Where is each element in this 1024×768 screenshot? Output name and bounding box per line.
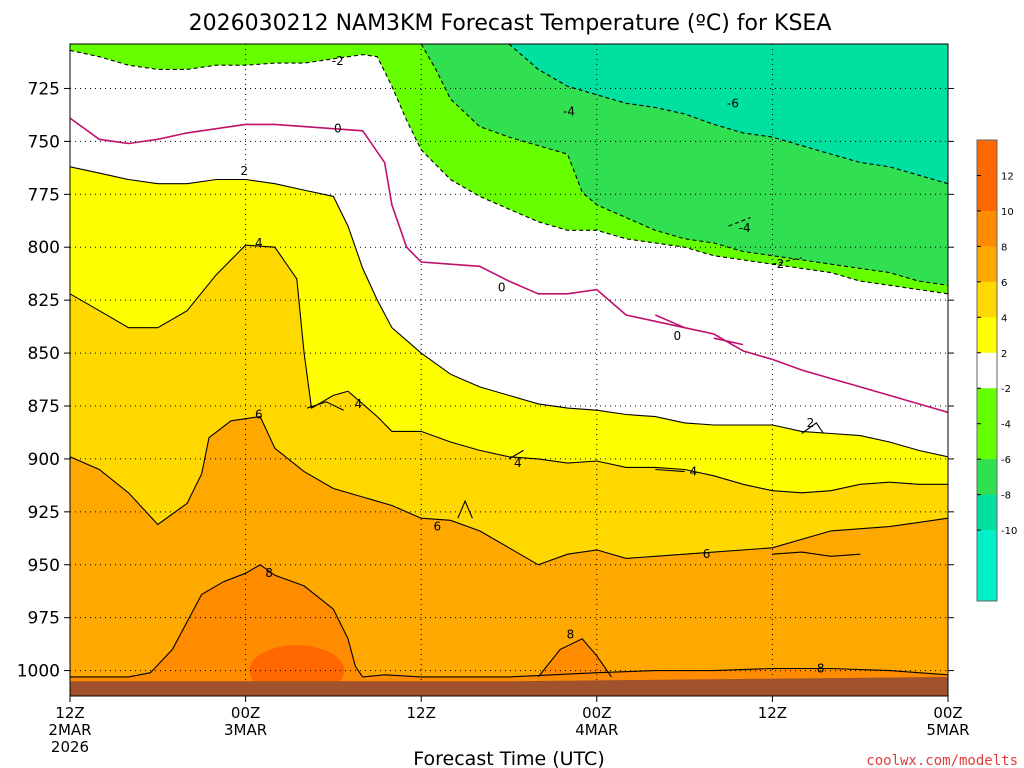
y-tick-label: 850 (28, 344, 60, 364)
contour-line-4-8 (508, 449, 524, 460)
contour-line-6-5 (772, 551, 861, 557)
colorbar-band (977, 175, 997, 212)
contour-line-8-0 (70, 564, 364, 678)
contour-label: 6 (433, 520, 441, 534)
contour-label: 6 (703, 547, 711, 561)
colorbar-label: -6 (1001, 455, 1011, 466)
contour-line-minus4-17 (420, 44, 948, 286)
band-minus8-to-minus6 (70, 44, 948, 184)
grid-layer (70, 44, 948, 696)
contour-label: -2 (772, 257, 784, 271)
colorbar-band (977, 317, 997, 354)
contour-line-4-9 (655, 468, 685, 473)
y-tick-label: 925 (28, 503, 60, 523)
contour-label: 8 (567, 628, 575, 642)
colorbar-label: 2 (1001, 349, 1007, 360)
colorbar-band (977, 140, 997, 176)
y-tick-label: 875 (28, 397, 60, 417)
plot-frame (69, 43, 949, 697)
contour-line-8-1 (362, 667, 948, 678)
contour-label: -2 (332, 54, 344, 68)
colorbar-label: -10 (1001, 526, 1017, 537)
contour-label: 4 (354, 397, 362, 411)
contour-label: -4 (739, 221, 751, 235)
colorbar-label: -2 (1001, 384, 1011, 395)
contour-label: 8 (265, 566, 273, 580)
colorbar-label: 10 (1001, 207, 1014, 218)
colorbar-band (977, 423, 997, 460)
chart-title: 2026030212 NAM3KM Forecast Temperature (… (189, 11, 832, 36)
x-tick-label: 12Z (407, 704, 436, 722)
colorbar-label: 12 (1001, 171, 1014, 182)
contour-line-minus4-18 (728, 217, 751, 227)
x-axis: 12Z 2MAR 2026 00Z 3MAR 12Z 00Z 4MAR 12Z 00Z 5MAR (48, 696, 970, 756)
y-tick-label: 750 (28, 132, 60, 152)
colorbar-band (977, 388, 997, 425)
colorbar-band (977, 281, 997, 318)
contour-line-0-12 (70, 117, 948, 414)
colorbar-label: 8 (1001, 242, 1007, 253)
y-tick-label: 800 (28, 238, 60, 258)
colorbar-label: 4 (1001, 313, 1007, 324)
ground-surface (70, 676, 948, 696)
contour-line-4-7 (306, 401, 344, 411)
contour-label: 6 (255, 407, 263, 421)
contour-line-4-6 (70, 244, 948, 494)
contour-label: 0 (498, 280, 506, 294)
y-tick-label: 900 (28, 450, 60, 470)
y-tick-label: 950 (28, 556, 60, 576)
ground-layer (70, 676, 948, 696)
y-tick-label: 1000 (17, 662, 60, 682)
x-tick-label: 00Z 4MAR (575, 704, 618, 739)
credit-link[interactable]: coolwx.com/modelts (866, 753, 1018, 768)
temperature-fill-layer (70, 44, 948, 696)
colorbar-band (977, 459, 997, 496)
contour-label: 4 (690, 465, 698, 479)
colorbar-label: 6 (1001, 278, 1007, 289)
contour-line-2-10 (70, 166, 948, 458)
colorbar-band (977, 210, 997, 247)
contour-label: 8 (817, 661, 825, 675)
colorbar-band (977, 494, 997, 531)
colorbar: 12 10 8 6 4 2 -2 -4 -6 -8 -10 (976, 139, 1017, 602)
y-tick-label: 725 (28, 79, 60, 99)
colorbar-band (977, 565, 997, 602)
colorbar-band (977, 352, 997, 389)
contour-label: 2 (807, 416, 815, 430)
colorbar-label: -4 (1001, 420, 1011, 431)
contour-label: 2 (240, 164, 248, 178)
colorbar-label: -8 (1001, 491, 1011, 502)
colorbar-band (977, 246, 997, 283)
contour-line-0-13 (654, 314, 685, 329)
x-tick-label: 12Z (758, 704, 787, 722)
x-tick-label: 00Z 3MAR (224, 704, 267, 739)
y-tick-label: 975 (28, 609, 60, 629)
contour-line-minus6-19 (508, 44, 948, 185)
contour-label: 0 (673, 329, 681, 343)
contour-label: -4 (563, 105, 575, 119)
x-axis-title: Forecast Time (UTC) (413, 748, 604, 768)
contour-line-6-4 (457, 499, 473, 519)
y-tick-label: 825 (28, 291, 60, 311)
colorbar-frame (976, 139, 998, 602)
contour-label: 4 (514, 456, 522, 470)
contour-line-6-3 (70, 415, 948, 566)
x-tick-label: 00Z 5MAR (926, 704, 969, 739)
colorbar-band (977, 530, 997, 567)
contour-label: -6 (727, 96, 739, 110)
x-tick-label: 12Z 2MAR 2026 (48, 704, 91, 756)
contour-layer: 8 8 8 6 6 6 4 4 4 4 2 2 0 0 0 -2 -2 -4 -4 -6 (70, 44, 948, 678)
contour-label: 4 (255, 236, 263, 250)
contour-line-2-11 (801, 422, 825, 434)
contour-line-0-14 (713, 337, 744, 346)
contour-line-8-2 (537, 638, 612, 678)
y-tick-label: 775 (28, 185, 60, 205)
contour-label: 0 (334, 122, 342, 136)
plot-area: 8 8 8 6 6 6 4 4 4 4 2 2 0 0 0 -2 -2 -4 -4 -6 (70, 44, 948, 696)
